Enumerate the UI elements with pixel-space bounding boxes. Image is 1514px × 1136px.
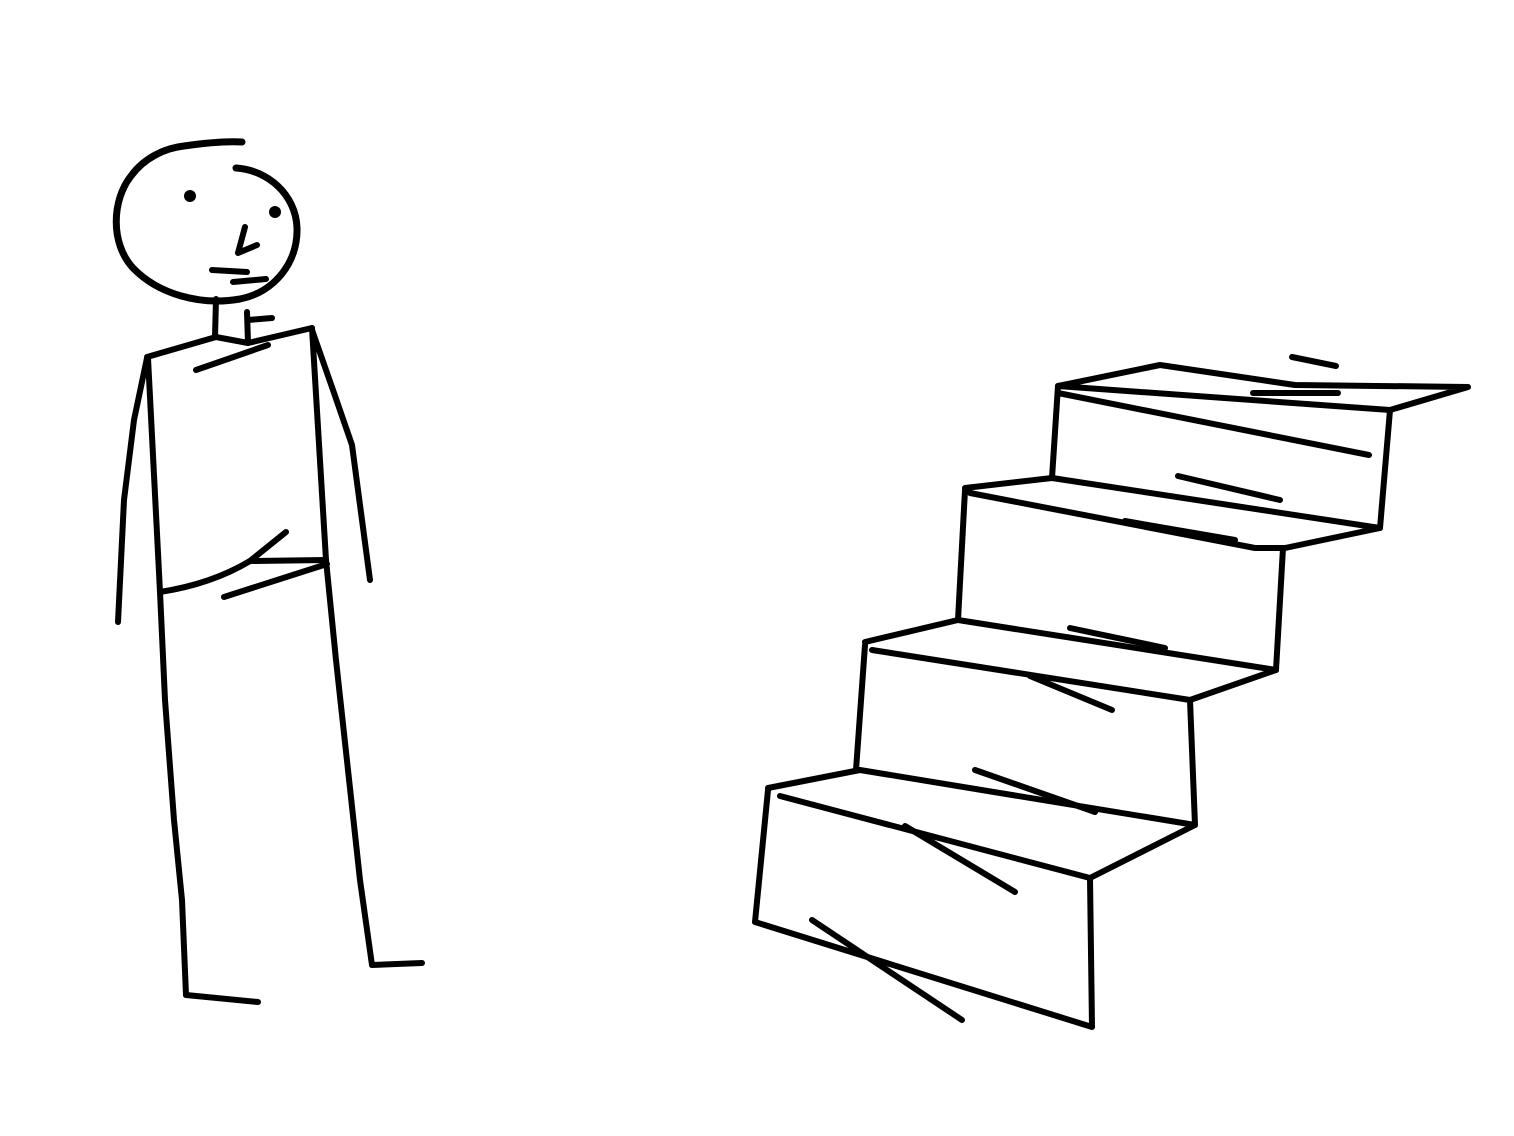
left-foot <box>183 992 261 1005</box>
nose <box>235 224 260 256</box>
mouth-upper <box>209 267 250 275</box>
step-1-tread-shading <box>902 823 1018 895</box>
neck-left <box>212 296 219 340</box>
top-landing <box>1055 362 1471 413</box>
hair-stroke <box>162 138 245 153</box>
step-3-tread <box>962 475 1383 551</box>
left-arm <box>115 355 150 625</box>
step-3-riser-shading <box>1067 625 1168 651</box>
waist-shading <box>221 561 330 600</box>
right-arm <box>309 327 373 583</box>
collar-stroke <box>245 315 275 323</box>
step-4-riser-shading <box>1175 473 1283 503</box>
shoulder-line <box>144 325 315 360</box>
mouth-lower <box>230 276 269 285</box>
head-outline <box>112 138 301 305</box>
step-4-riser <box>1049 383 1393 531</box>
step-3-tread-shading <box>1122 518 1238 543</box>
step-2-tread <box>862 617 1279 703</box>
head <box>112 138 301 305</box>
staircase <box>752 354 1471 1030</box>
collar-shading <box>193 342 271 373</box>
step-1-riser <box>752 787 1095 1030</box>
right-eye <box>269 206 281 218</box>
step-2-tread-shading <box>1027 673 1115 713</box>
step-1-tread <box>765 767 1198 881</box>
step-2-riser <box>853 642 1198 828</box>
waist-line <box>247 557 329 564</box>
step-1-riser-shading <box>809 917 965 1023</box>
stick-figure <box>112 138 425 1005</box>
left-eye <box>184 190 196 202</box>
torso-left <box>145 355 163 595</box>
neck-right <box>244 309 251 346</box>
left-leg <box>157 589 189 998</box>
step-3-riser <box>955 487 1286 673</box>
torso-right <box>309 325 329 563</box>
right-leg <box>323 557 375 968</box>
right-foot <box>369 960 425 968</box>
top-landing-shading-1 <box>1289 354 1339 369</box>
